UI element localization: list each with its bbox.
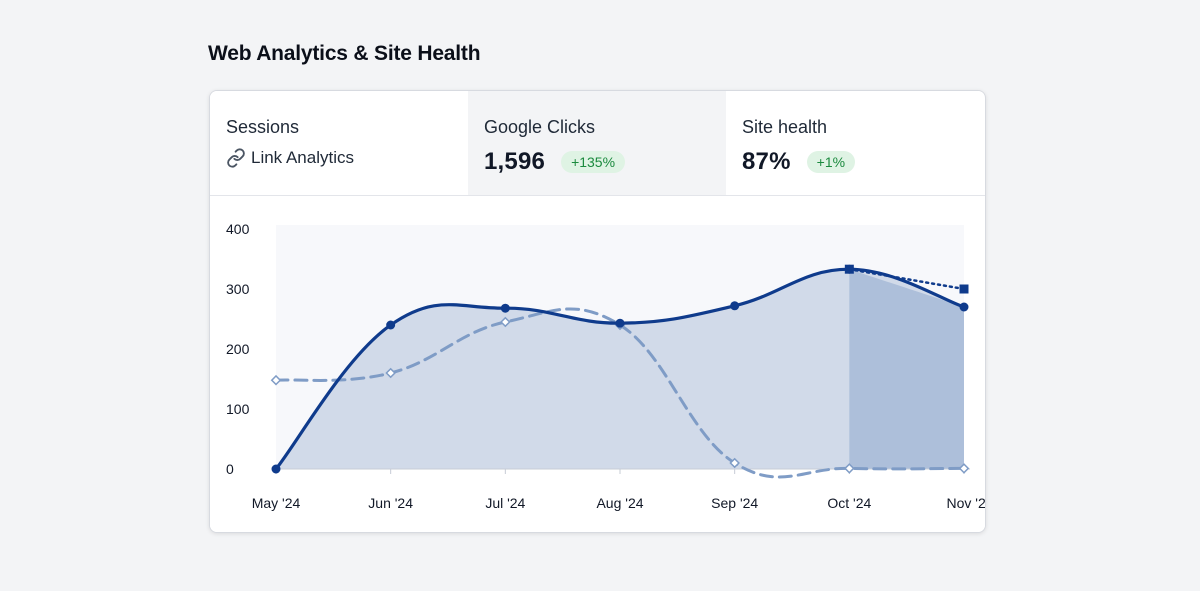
clicks-point (729, 457, 740, 469)
forecast-point (844, 264, 854, 274)
metric-tabs: Sessions Link Analytics Google Clicks 1,… (210, 91, 985, 196)
sessions-point (500, 303, 510, 313)
x-tick-label: Jun '24 (368, 495, 413, 511)
x-tick-label: Sep '24 (711, 495, 758, 511)
tab-google-clicks[interactable]: Google Clicks 1,596 +135% (468, 91, 726, 195)
tab-sessions[interactable]: Sessions Link Analytics (210, 91, 468, 195)
line-chart: 0 100 200 300 400 May '24 Jun '24 Jul '24 Aug '2… (226, 221, 985, 511)
y-tick-label: 300 (226, 281, 250, 297)
clicks-point (500, 316, 511, 328)
clicks-point (958, 463, 970, 474)
y-tick-label: 200 (226, 341, 250, 357)
x-tick-label: Nov '24 (946, 495, 985, 511)
chart-area: 0 100 200 300 400 May '24 Jun '24 Jul '24 Aug '2… (210, 196, 985, 532)
clicks-point (270, 374, 282, 386)
x-tick-label: Aug '24 (596, 495, 643, 511)
sessions-point (959, 302, 969, 312)
sessions-point (386, 320, 396, 330)
y-tick-label: 400 (226, 221, 250, 237)
clicks-point (385, 367, 396, 379)
x-tick-label: May '24 (252, 495, 301, 511)
page-title: Web Analytics & Site Health (208, 42, 481, 65)
tab-site-health[interactable]: Site health 87% +1% (726, 91, 984, 195)
link-icon (226, 148, 246, 168)
tab-site-health-label: Site health (742, 117, 828, 137)
sessions-point (615, 318, 625, 328)
site-health-value: 87% (742, 148, 791, 175)
link-analytics-text: Link Analytics (251, 148, 354, 167)
sessions-point (730, 301, 740, 311)
x-tick-label: Jul '24 (485, 495, 525, 511)
forecast-line (848, 267, 966, 291)
forecast-area (849, 269, 964, 469)
forecast-point (959, 284, 969, 294)
sessions-area (276, 269, 964, 469)
google-clicks-value: 1,596 (484, 148, 546, 175)
y-tick-label: 100 (226, 401, 250, 417)
x-tick-label: Oct '24 (827, 495, 871, 511)
site-health-change-badge: +1% (806, 151, 856, 173)
clicks-point (844, 463, 855, 474)
link-analytics-link[interactable]: Link Analytics (226, 148, 468, 168)
google-clicks-change-badge: +135% (561, 151, 626, 173)
y-tick-label: 0 (226, 461, 234, 477)
tab-google-clicks-label: Google Clicks (484, 117, 596, 137)
analytics-card: Sessions Link Analytics Google Clicks 1,… (209, 90, 986, 533)
sessions-point (271, 464, 281, 474)
tab-sessions-label: Sessions (226, 117, 300, 137)
